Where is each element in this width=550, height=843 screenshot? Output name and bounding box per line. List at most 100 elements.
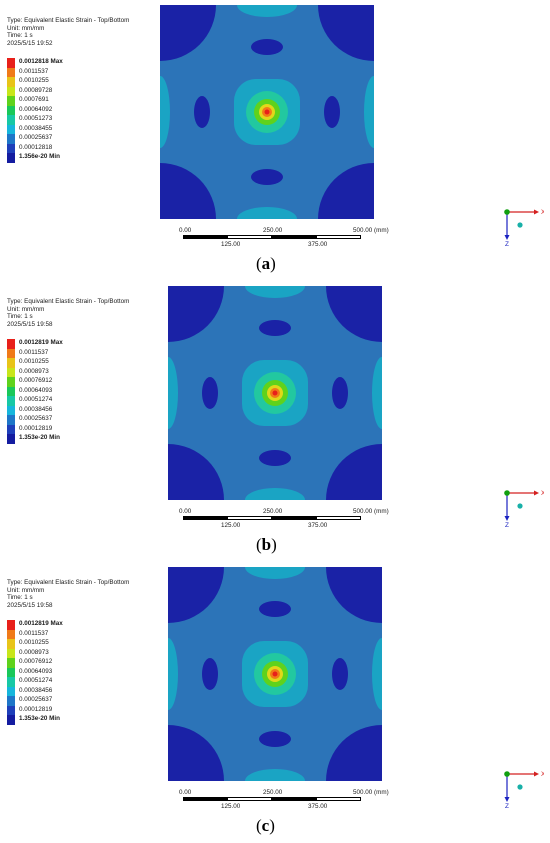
scale-bar: 0.00 250.00 500.00 (mm) 125.00 375.00: [179, 508, 423, 534]
legend-swatch: [7, 620, 15, 630]
corner-region: [160, 163, 216, 219]
legend-swatch: [7, 67, 15, 77]
scale-label-250: 250.00: [263, 789, 283, 796]
scale-label-500: 500.00 (mm): [353, 227, 389, 234]
legend-swatch: [7, 105, 15, 115]
legend-label: 0.00038456: [19, 405, 53, 413]
legend-swatch: [7, 405, 15, 415]
legend-label: 1.353e-20 Min: [19, 715, 60, 722]
caption-letter: c: [261, 816, 270, 835]
scale-segment-3: [272, 235, 316, 239]
legend-swatch: [7, 96, 15, 106]
edge-lobe: [168, 357, 178, 429]
edge-lobe: [245, 567, 305, 579]
legend-label: 0.00051274: [19, 396, 53, 403]
legend-label: 0.0008973: [19, 648, 49, 656]
low-strain-ellipse: [251, 39, 283, 55]
result-date: 2025/5/15 19:52: [7, 39, 53, 47]
scale-segment-2: [227, 516, 272, 520]
legend-label: 0.00012819: [19, 705, 53, 713]
low-strain-ellipse: [194, 96, 210, 128]
strain-contour-plot: [160, 5, 374, 219]
scale-label-125: 125.00: [221, 803, 241, 810]
legend-swatch: [7, 434, 15, 444]
legend-label: 0.00038456: [19, 686, 53, 694]
legend-swatch: [7, 367, 15, 377]
low-strain-ellipse: [202, 377, 218, 409]
legend-swatch: [7, 377, 15, 387]
legend-swatch: [7, 648, 15, 658]
low-strain-ellipse: [202, 658, 218, 690]
low-strain-ellipse: [259, 320, 291, 336]
legend-swatch: [7, 677, 15, 687]
legend-swatch: [7, 339, 15, 349]
contour-field: [160, 5, 374, 219]
corner-region: [168, 567, 224, 623]
legend-label: 0.0007691: [19, 96, 49, 103]
scale-label-0: 0.00: [179, 508, 192, 515]
result-unit: Unit: mm/mm: [7, 24, 45, 32]
corner-region: [326, 725, 382, 781]
result-unit: Unit: mm/mm: [7, 586, 45, 594]
corner-region: [168, 286, 224, 342]
legend-swatch: [7, 358, 15, 368]
legend-label: 0.0010255: [19, 358, 49, 365]
legend-label: 0.00064092: [19, 105, 53, 113]
result-date: 2025/5/15 19:58: [7, 320, 53, 328]
scale-label-250: 250.00: [263, 508, 283, 515]
legend-swatch: [7, 77, 15, 87]
axis-triad-icon: X Z: [504, 771, 546, 810]
result-time: Time: 1 s: [7, 32, 33, 40]
center-peak: [272, 671, 278, 677]
axis-triad-icon: X Z: [504, 209, 546, 248]
result-type: Type: Equivalent Elastic Strain - Top/Bo…: [7, 298, 130, 305]
caption-letter: b: [261, 535, 272, 554]
edge-lobe: [160, 76, 170, 148]
low-strain-ellipse: [324, 96, 340, 128]
legend-label: 0.0012819 Max: [19, 339, 63, 346]
result-info: Type: Equivalent Elastic Strain - Top/Bo…: [7, 298, 129, 328]
center-peak: [264, 109, 270, 115]
corner-region: [318, 163, 374, 219]
scale-segment-3: [272, 516, 316, 520]
scale-label-125: 125.00: [221, 241, 241, 248]
scale-label-500: 500.00 (mm): [353, 789, 389, 796]
coordinate-triad: X Z: [500, 766, 546, 810]
edge-lobe: [372, 638, 382, 710]
low-strain-ellipse: [259, 731, 291, 747]
legend-swatch: [7, 715, 15, 725]
legend-label: 0.0011537: [19, 629, 49, 637]
scale-label-250: 250.00: [263, 227, 283, 234]
figure-caption: (a): [256, 254, 276, 273]
scale-segment-1: [183, 797, 227, 801]
result-unit: Unit: mm/mm: [7, 305, 45, 313]
contour-field: [168, 286, 382, 500]
edge-lobe: [237, 207, 297, 219]
legend-swatch: [7, 124, 15, 134]
scale-segment-1: [183, 516, 227, 520]
corner-region: [326, 444, 382, 500]
legend-label: 0.0010255: [19, 77, 49, 84]
corner-region: [160, 5, 216, 61]
scale-label-375: 375.00: [308, 522, 328, 529]
legend-label: 0.0011537: [19, 348, 49, 356]
contour-field: [168, 567, 382, 781]
corner-region: [318, 5, 374, 61]
strain-contour-plot: [168, 286, 382, 500]
scale-label-375: 375.00: [308, 241, 328, 248]
result-type: Type: Equivalent Elastic Strain - Top/Bo…: [7, 579, 130, 586]
corner-region: [168, 444, 224, 500]
legend-label: 0.00025637: [19, 415, 53, 422]
legend-swatch: [7, 134, 15, 144]
legend-label: 0.00064093: [19, 386, 53, 394]
low-strain-ellipse: [332, 658, 348, 690]
scale-bar: 0.00 250.00 500.00 (mm) 125.00 375.00: [179, 789, 423, 815]
low-strain-ellipse: [332, 377, 348, 409]
legend-label: 0.0011537: [19, 67, 49, 75]
scale-segment-4: [316, 797, 361, 801]
panel-c: Type: Equivalent Elastic Strain - Top/Bo…: [0, 562, 550, 843]
legend-swatch: [7, 396, 15, 406]
legend-swatch: [7, 143, 15, 153]
legend-swatch: [7, 629, 15, 639]
corner-region: [326, 286, 382, 342]
